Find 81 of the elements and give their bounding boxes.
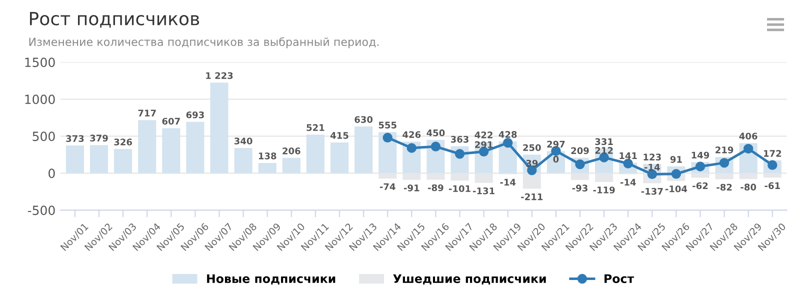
data-label: -137 [641,188,663,195]
point [430,142,441,152]
data-label: 219 [716,146,734,154]
bar [162,128,180,174]
data-label: 138 [258,152,276,160]
legend-label: Ушедшие подписчики [393,274,546,285]
bar [114,149,132,174]
bar [186,122,204,174]
data-label: 607 [162,118,180,125]
y-tick-label: 1500 [25,58,55,68]
data-label: 717 [138,110,156,116]
data-label: -89 [428,184,444,192]
data-label: 91 [670,156,682,163]
data-label: 212 [595,147,613,154]
data-label: 426 [402,131,421,138]
bar [234,148,252,174]
bar [354,126,373,174]
data-label: -119 [593,186,615,194]
point [454,149,465,159]
bar [330,142,349,174]
data-label: 172 [764,150,782,157]
data-label: 331 [595,138,613,146]
data-label: 340 [234,138,252,144]
data-label: 123 [644,154,661,160]
point [406,143,417,153]
data-label: -131 [472,187,494,194]
bar [66,146,84,174]
data-label: 206 [282,147,300,154]
data-label: 422 [474,132,492,138]
data-label: -74 [380,183,396,190]
data-label: 39 [526,160,538,167]
point [743,144,754,154]
data-label: 555 [378,122,396,128]
bar [90,145,108,174]
point [502,138,513,148]
data-label: -91 [404,184,420,192]
legend-label: Новые подписчики [207,274,336,285]
data-label: 1 223 [206,72,233,80]
bar [306,134,324,174]
point [382,132,392,142]
data-label: -211 [521,193,543,200]
data-label: -62 [692,182,708,190]
data-label: 250 [523,144,541,152]
data-label: 428 [498,131,517,138]
y-tick-label: 0 [48,168,55,178]
data-label: 693 [186,111,204,118]
bar [258,162,276,174]
bar [138,120,156,174]
data-label: 291 [475,141,493,148]
point [671,169,682,179]
data-label: 326 [114,138,132,146]
data-label: 141 [620,152,637,159]
data-label: -80 [740,184,756,191]
data-label: -82 [716,184,732,191]
data-label: 209 [571,147,589,154]
data-label: -93 [572,184,588,192]
data-label: -61 [764,182,780,190]
data-label: -14 [500,178,516,186]
data-label: -104 [665,185,688,192]
data-label: 373 [66,135,84,142]
data-label: 379 [90,134,108,142]
bar [282,158,300,174]
data-label: 415 [330,132,348,139]
data-label: -101 [448,185,470,192]
chart-subtitle: Изменение количества подписчиков за выбранный период. [29,37,379,48]
bar [210,82,228,174]
data-label: 0 [553,156,559,163]
data-label: 630 [354,116,373,123]
data-label: 450 [426,129,445,136]
y-tick-label: 1000 [25,94,55,104]
data-label: -14 [644,164,660,170]
data-label: 363 [450,136,468,143]
data-label: 521 [306,124,324,132]
y-tick-label: -500 [28,206,55,216]
data-label: 149 [692,152,710,159]
data-label: 297 [547,140,565,148]
legend-label: Рост [604,274,634,284]
data-label: -14 [620,178,636,186]
chart-title: Рост подписчиков [30,12,200,28]
y-tick-label: 500 [32,132,55,142]
data-label: 406 [739,132,758,140]
